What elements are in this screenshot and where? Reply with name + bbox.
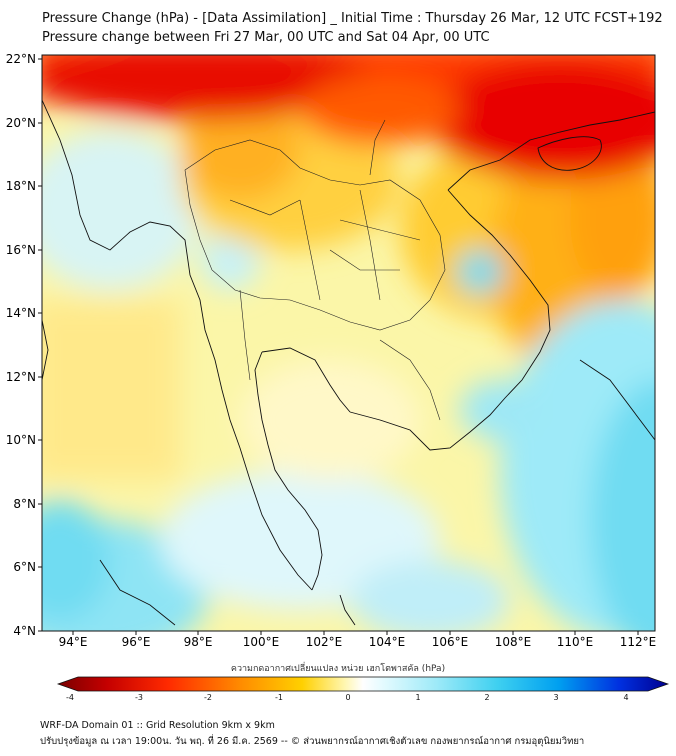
lon-label-106: 106°E bbox=[432, 635, 469, 649]
colorbar-tick-3: 3 bbox=[553, 693, 558, 702]
lon-label-98: 98°E bbox=[184, 635, 213, 649]
lon-label-104: 104°E bbox=[369, 635, 406, 649]
lon-label-102: 102°E bbox=[306, 635, 343, 649]
lat-label-8: 8°N bbox=[13, 497, 36, 511]
province-boundaries bbox=[184, 119, 446, 421]
colorbar-tick-2: 2 bbox=[484, 693, 489, 702]
lat-label-6: 6°N bbox=[13, 560, 36, 574]
lat-label-10: 10°N bbox=[6, 433, 36, 447]
map-title: Pressure Change (hPa) - [Data Assimilati… bbox=[42, 11, 663, 26]
lat-label-14: 14°N bbox=[6, 306, 36, 320]
lat-label-22: 22°N bbox=[6, 52, 36, 66]
lon-label-108: 108°E bbox=[495, 635, 532, 649]
lat-label-4: 4°N bbox=[13, 624, 36, 638]
lat-label-20: 20°N bbox=[6, 116, 36, 130]
pressure-field bbox=[42, 55, 655, 631]
footer-model-info: WRF-DA Domain 01 :: Grid Resolution 9km … bbox=[40, 720, 275, 731]
colorbar-tick-0: 0 bbox=[345, 693, 350, 702]
map-subtitle: Pressure change between Fri 27 Mar, 00 U… bbox=[42, 30, 490, 45]
lon-label-112: 112°E bbox=[620, 635, 657, 649]
latitude-axis: 22°N 20°N 18°N 16°N 14°N 12°N 10°N 8°N 6… bbox=[6, 52, 42, 638]
colorbar-tick-m4: -4 bbox=[66, 693, 74, 702]
map-frame bbox=[41, 54, 656, 632]
colorbar: -4 -3 -2 -1 0 1 2 3 4 bbox=[56, 676, 670, 702]
lon-label-94: 94°E bbox=[59, 635, 88, 649]
lon-label-96: 96°E bbox=[122, 635, 151, 649]
colorbar-tick-1: 1 bbox=[415, 693, 420, 702]
colorbar-bar bbox=[56, 676, 670, 692]
lon-label-110: 110°E bbox=[557, 635, 594, 649]
footer-credit: ปรับปรุงข้อมูล ณ เวลา 19:00น. วัน พฤ. ที… bbox=[40, 736, 585, 747]
colorbar-tick-m2: -2 bbox=[204, 693, 212, 702]
colorbar-title: ความกดอากาศเปลี่ยนแปลง หน่วย เฮกโตพาสคัล… bbox=[230, 664, 446, 674]
lat-label-12: 12°N bbox=[6, 370, 36, 384]
colorbar-tick-m1: -1 bbox=[275, 693, 283, 702]
colorbar-tick-4: 4 bbox=[623, 693, 628, 702]
lon-label-100: 100°E bbox=[243, 635, 280, 649]
lat-label-18: 18°N bbox=[6, 179, 36, 193]
longitude-axis: 94°E 96°E 98°E 100°E 102°E 104°E 106°E 1… bbox=[59, 631, 657, 649]
coastlines-and-borders bbox=[42, 99, 655, 626]
lat-label-16: 16°N bbox=[6, 243, 36, 257]
colorbar-tick-m3: -3 bbox=[135, 693, 143, 702]
